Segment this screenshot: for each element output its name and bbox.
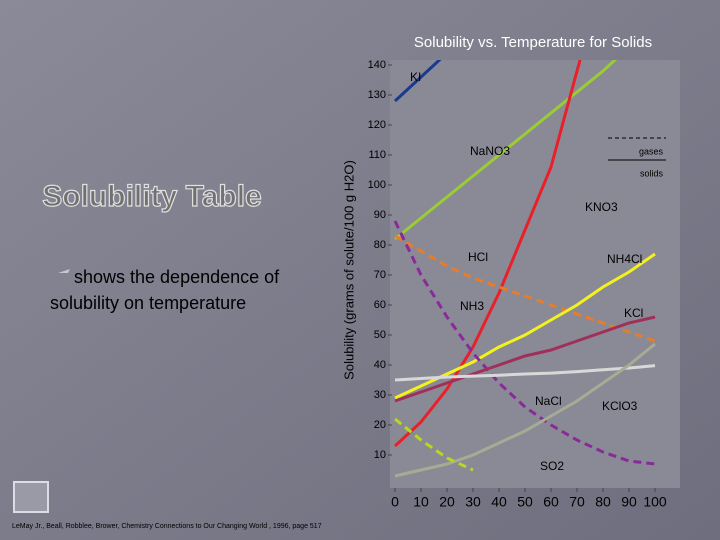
series-line [394, 342, 656, 478]
x-tick-label: 50 [517, 494, 533, 510]
x-tick-label: 10 [413, 494, 429, 510]
y-tick-label: 140 [368, 59, 386, 71]
series-line [393, 60, 442, 103]
y-tick-label: 60 [374, 299, 386, 311]
plot-lines [393, 60, 656, 478]
series-label: NH4Cl [607, 252, 642, 266]
series-label: HCl [468, 250, 488, 264]
legend-label: gases [639, 146, 664, 156]
series-label: KCl [624, 306, 643, 320]
series-label: KI [410, 70, 421, 84]
x-tick-label: 80 [595, 494, 611, 510]
y-tick-label: 30 [374, 389, 386, 401]
series-label: NaNO3 [470, 144, 510, 158]
y-tick-label: 110 [368, 149, 386, 161]
y-tick-label: 80 [374, 239, 386, 251]
y-tick-label: 70 [374, 269, 386, 281]
series-line [393, 220, 656, 466]
x-tick-label: 40 [491, 494, 507, 510]
series-line [394, 364, 656, 382]
bullet-icon [58, 269, 70, 273]
slide-title: Solubility Table [42, 180, 261, 213]
citation: LeMay Jr., Beall, Robblee, Brower, Chemi… [12, 523, 322, 530]
x-tick-label: 20 [439, 494, 455, 510]
nav-icon[interactable] [13, 481, 49, 513]
y-tick-label: 130 [368, 89, 386, 101]
series-label: SO2 [540, 459, 564, 473]
x-tick-label: 60 [543, 494, 559, 510]
series-label: KClO3 [602, 399, 638, 413]
y-tick-label: 90 [374, 209, 386, 221]
series-label: NH3 [460, 299, 484, 313]
y-tick-label: 100 [368, 179, 386, 191]
y-tick-label: 120 [368, 119, 386, 131]
x-tick-label: 90 [621, 494, 637, 510]
series-label: KNO3 [585, 200, 618, 214]
y-tick-label: 40 [374, 359, 386, 371]
y-tick-label: 50 [374, 329, 386, 341]
x-tick-label: 30 [465, 494, 481, 510]
y-tick-label: 10 [374, 449, 386, 461]
series-label: NaCl [535, 394, 562, 408]
series-line [394, 234, 656, 343]
chart-title: Solubility vs. Temperature for Solids [414, 34, 652, 51]
series-line [393, 60, 582, 448]
series-line [394, 417, 474, 472]
series-line [394, 60, 618, 241]
series-line [394, 315, 656, 403]
x-tick-label: 100 [643, 494, 667, 510]
y-tick-label: 20 [374, 419, 386, 431]
legend-label: solids [640, 168, 664, 178]
x-tick-label: 0 [391, 494, 399, 510]
bullet-text: shows the dependence of solubility on te… [50, 267, 280, 313]
bullet-box: shows the dependence of solubility on te… [50, 267, 280, 313]
x-tick-label: 70 [569, 494, 585, 510]
plot-area [390, 60, 680, 488]
y-axis-label: Solubility (grams of solute/100 g H2O) [341, 160, 356, 380]
